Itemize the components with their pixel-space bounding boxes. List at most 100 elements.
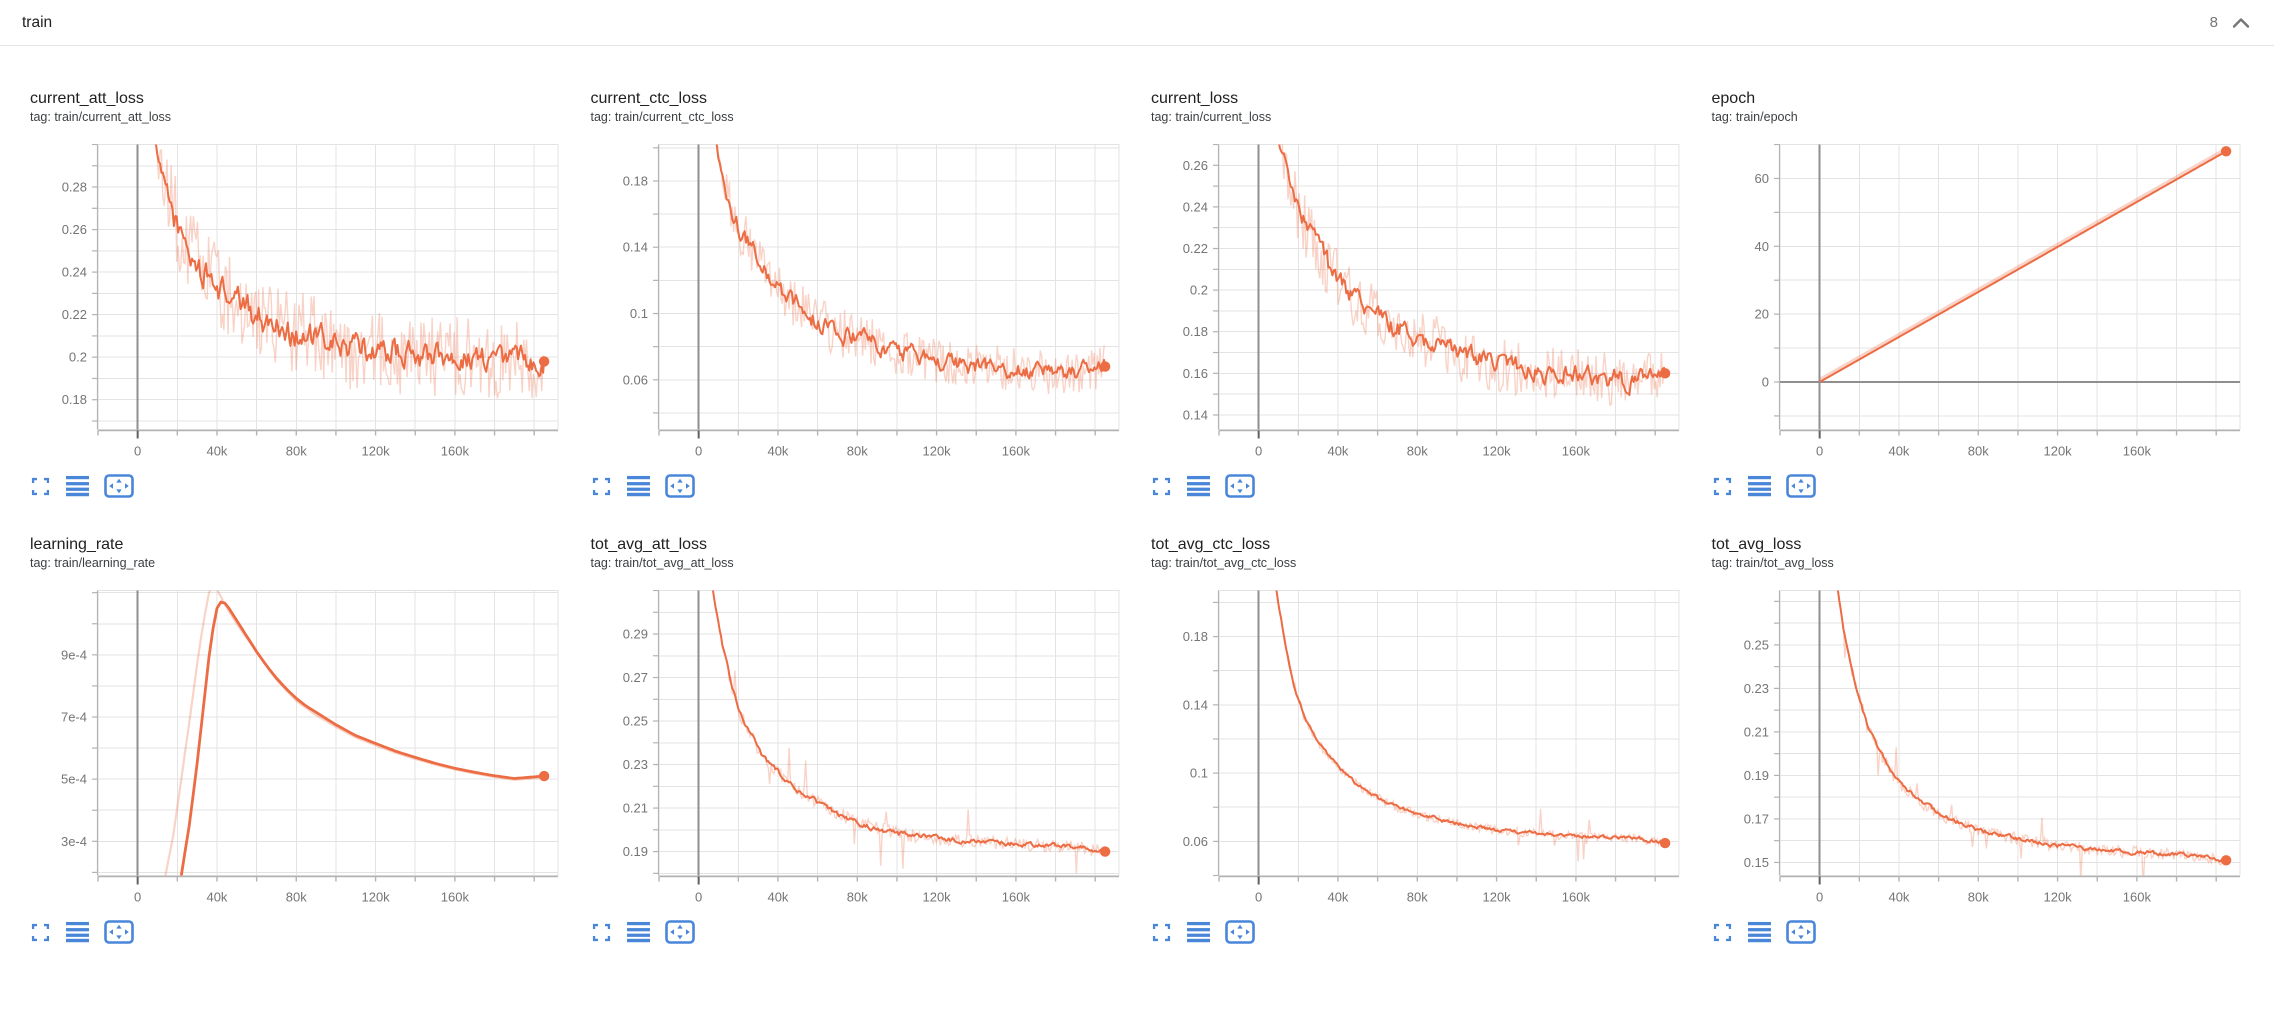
line-chart[interactable]: 9e-4 7e-4 5e-4 3e-4 0 40k 80k 120k 160k (22, 590, 567, 912)
scalar-card: current_ctc_loss tag: train/current_ctc_l… (583, 90, 1132, 498)
scalar-card: epoch tag: train/epoch 60 40 20 0 0 40k 80k 120k 1… (1704, 90, 2253, 498)
fullscreen-button[interactable] (591, 476, 612, 497)
section-title: train (22, 13, 53, 31)
chart-tag: tag: train/tot_avg_att_loss (590, 556, 734, 570)
card-actions (30, 920, 571, 944)
line-chart[interactable]: 60 40 20 0 0 40k 80k 120k 160k (1704, 144, 2249, 466)
fullscreen-button[interactable] (1712, 922, 1733, 943)
log-scale-button[interactable] (1187, 921, 1210, 943)
svg-text:80k: 80k (1967, 444, 1988, 459)
fit-domain-button[interactable] (104, 920, 134, 944)
log-scale-button[interactable] (626, 475, 650, 497)
svg-text:80k: 80k (286, 444, 307, 459)
svg-text:0: 0 (1816, 890, 1823, 905)
svg-text:0.28: 0.28 (62, 180, 87, 195)
fit-domain-button[interactable] (1225, 474, 1255, 498)
log-scale-button[interactable] (1747, 921, 1771, 943)
svg-text:80k: 80k (1407, 890, 1428, 905)
svg-text:0: 0 (1255, 444, 1262, 459)
card-actions (30, 474, 571, 498)
svg-text:0.14: 0.14 (1183, 697, 1208, 712)
line-chart[interactable]: 0.26 0.24 0.22 0.2 0.18 0.16 0.14 0 40k 80k 120k 16… (1143, 144, 1688, 466)
fullscreen-button[interactable] (30, 922, 51, 943)
svg-text:5e-4: 5e-4 (61, 772, 87, 787)
card-actions (1712, 474, 2253, 498)
fit-domain-button[interactable] (104, 474, 134, 498)
log-scale-icon (1747, 921, 1771, 943)
log-scale-button[interactable] (66, 475, 89, 497)
scalar-card: tot_avg_loss tag: train/tot_avg_loss 0.25 0… (1704, 536, 2253, 944)
svg-text:0.1: 0.1 (629, 306, 647, 321)
svg-text:0.17: 0.17 (1743, 811, 1768, 826)
svg-text:120k: 120k (361, 890, 390, 905)
fullscreen-button[interactable] (1151, 476, 1172, 497)
log-scale-button[interactable] (1747, 475, 1771, 497)
card-actions (591, 920, 1132, 944)
chart-title: tot_avg_att_loss (590, 536, 708, 553)
fullscreen-icon (1152, 477, 1171, 495)
svg-text:160k: 160k (1562, 444, 1591, 459)
svg-text:0.26: 0.26 (1183, 158, 1208, 173)
svg-text:80k: 80k (1407, 444, 1428, 459)
svg-text:0.06: 0.06 (622, 372, 647, 387)
svg-text:80k: 80k (286, 890, 307, 905)
fit-domain-icon (104, 474, 134, 498)
svg-text:0: 0 (1761, 375, 1768, 390)
log-scale-button[interactable] (66, 921, 89, 943)
line-chart[interactable]: 0.18 0.14 0.1 0.06 0 40k 80k 120k 160k (583, 144, 1128, 466)
svg-text:20: 20 (1754, 307, 1768, 322)
svg-text:120k: 120k (1482, 444, 1511, 459)
fullscreen-button[interactable] (1151, 922, 1172, 943)
fit-domain-button[interactable] (1785, 474, 1816, 498)
svg-text:0: 0 (695, 890, 702, 905)
scalar-card: current_att_loss tag: train/current_att_l… (22, 90, 571, 498)
svg-text:0.21: 0.21 (622, 801, 647, 816)
line-chart[interactable]: 0.25 0.23 0.21 0.19 0.17 0.15 0 40k 80k 120k 160k (1704, 590, 2249, 912)
svg-text:80k: 80k (1967, 890, 1988, 905)
svg-text:60: 60 (1754, 171, 1768, 186)
log-scale-icon (1187, 921, 1210, 943)
fullscreen-button[interactable] (30, 476, 51, 497)
svg-text:0.1: 0.1 (1190, 766, 1208, 781)
svg-text:160k: 160k (1001, 890, 1030, 905)
log-scale-button[interactable] (626, 921, 650, 943)
svg-text:0.27: 0.27 (622, 670, 647, 685)
fullscreen-button[interactable] (1712, 476, 1733, 497)
section-header[interactable]: train 8 (0, 0, 2274, 46)
line-chart[interactable]: 0.18 0.14 0.1 0.06 0 40k 80k 120k 160k (1143, 590, 1688, 912)
line-chart[interactable]: 0.28 0.26 0.24 0.22 0.2 0.18 0 40k 80k 120k 160k (22, 144, 567, 466)
svg-text:160k: 160k (441, 444, 470, 459)
chart-title: epoch (1711, 90, 1756, 107)
svg-text:0.19: 0.19 (622, 844, 647, 859)
log-scale-button[interactable] (1187, 475, 1210, 497)
svg-text:160k: 160k (1562, 890, 1591, 905)
fullscreen-button[interactable] (591, 922, 612, 943)
fit-domain-button[interactable] (664, 920, 695, 944)
scalar-card: tot_avg_att_loss tag: train/tot_avg_att_l… (583, 536, 1132, 944)
svg-text:0.15: 0.15 (1743, 855, 1768, 870)
fit-domain-button[interactable] (1225, 920, 1255, 944)
fit-domain-icon (1785, 474, 1816, 498)
chart-title: tot_avg_loss (1711, 536, 1802, 553)
collapse-section-button[interactable] (2230, 14, 2252, 31)
fit-domain-button[interactable] (1785, 920, 1816, 944)
svg-text:0.23: 0.23 (622, 757, 647, 772)
fit-domain-button[interactable] (664, 474, 695, 498)
card-actions (1151, 474, 1692, 498)
chart-tag: tag: train/tot_avg_ctc_loss (1151, 556, 1297, 570)
svg-text:40k: 40k (206, 890, 227, 905)
chart-title: current_att_loss (30, 90, 144, 107)
scalar-cards-grid: current_att_loss tag: train/current_att_l… (0, 46, 2274, 964)
svg-text:120k: 120k (1482, 890, 1511, 905)
svg-text:0.21: 0.21 (1743, 724, 1768, 739)
svg-text:0.14: 0.14 (622, 240, 647, 255)
svg-text:0.06: 0.06 (1183, 834, 1208, 849)
svg-text:120k: 120k (922, 890, 951, 905)
svg-text:0.22: 0.22 (1183, 241, 1208, 256)
svg-text:0.24: 0.24 (1183, 199, 1208, 214)
svg-text:0.2: 0.2 (69, 350, 87, 365)
line-chart[interactable]: 0.29 0.27 0.25 0.23 0.21 0.19 0 40k 80k 120k 160k (583, 590, 1128, 912)
svg-text:0.18: 0.18 (62, 392, 87, 407)
log-scale-icon (1747, 475, 1771, 497)
chart-tag: tag: train/tot_avg_loss (1711, 556, 1834, 570)
